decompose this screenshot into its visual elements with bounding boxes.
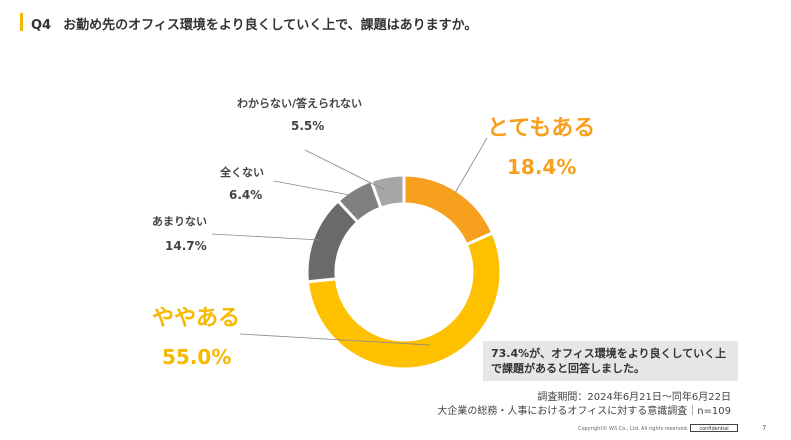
- leader-not-much: [211, 233, 321, 241]
- label-dont-know: わからない/答えられない: [237, 97, 363, 110]
- value-not-at-all: 6.4%: [229, 188, 263, 202]
- slice-dont-know: [369, 173, 406, 210]
- title-accent-bar: [20, 13, 23, 31]
- question-number: Q4: [31, 18, 52, 33]
- survey-info: 調査期間：2024年6月21日〜同年6月22日 大企業の総務・人事におけるオフィ…: [437, 391, 731, 419]
- label-not-much: あまりない: [152, 215, 207, 228]
- copyright-text: Copyright© WS Co., Ltd. All rights reser…: [578, 426, 689, 432]
- label-somewhat: ややある: [152, 306, 241, 331]
- leader-somewhat: [239, 333, 431, 346]
- survey-period: 調査期間：2024年6月21日〜同年6月22日: [537, 392, 731, 403]
- leader-dont-know: [304, 149, 386, 191]
- label-very-much: とてもある: [487, 116, 596, 141]
- label-not-at-all: 全くない: [220, 166, 264, 179]
- survey-target: 大企業の総務・人事におけるオフィスに対する意識調査｜n=109: [437, 406, 731, 417]
- value-dont-know: 5.5%: [291, 119, 325, 133]
- callout-line-2: で課題があると回答しました。: [491, 362, 645, 375]
- callout-line-1: 73.4%が、オフィス環境をより良くしていく上: [491, 347, 727, 360]
- confidential-badge: confidential: [690, 424, 738, 432]
- summary-callout: 73.4%が、オフィス環境をより良くしていく上 で課題があると回答しました。: [483, 341, 738, 381]
- leader-not-at-all: [273, 180, 356, 197]
- value-not-much: 14.7%: [165, 239, 207, 253]
- value-very-much: 18.4%: [507, 155, 577, 179]
- question-text: お勤め先のオフィス環境をより良くしていく上で、課題はありますか。: [63, 18, 478, 33]
- leader-very-much: [454, 137, 488, 194]
- page-number: 7: [762, 424, 767, 432]
- question-title: Q4 お勤め先のオフィス環境をより良くしていく上で、課題はありますか。: [31, 14, 477, 33]
- value-somewhat: 55.0%: [162, 345, 232, 369]
- slice-somewhat: [305, 230, 503, 371]
- slice-very-much: [402, 173, 495, 247]
